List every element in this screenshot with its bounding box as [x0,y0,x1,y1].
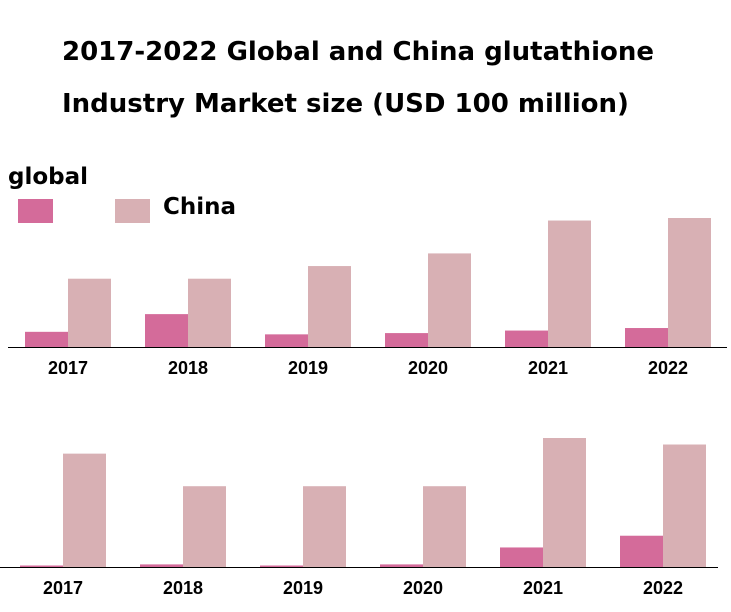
chart-title: 2017-2022 Global and China glutathione I… [62,26,722,130]
bar-china-2019 [308,266,351,347]
bar-global-2020 [380,564,423,567]
bar-china-2017 [68,278,111,347]
bar-global-2018 [145,314,188,347]
legend-china-label: China [163,194,237,220]
x-tick-label: 2021 [528,358,568,378]
bar-china-2021 [548,220,591,347]
bar-global-2020 [385,333,428,347]
x-tick-label: 2019 [288,358,328,378]
bar-china-2022 [668,218,711,347]
bar-global-2021 [500,547,543,567]
x-tick-label: 2021 [523,578,563,598]
title-line-1: 2017-2022 Global and China glutathione [62,37,654,67]
bar-china-2017 [63,453,106,567]
bar-global-2018 [140,564,183,567]
legend-global-swatch [18,199,53,223]
bar-china-2021 [543,438,586,567]
bar-china-2019 [303,486,346,567]
bar-china-2022 [663,444,706,567]
top-bar-chart: 2017 2018 2019 2020 2021 2022 [8,218,727,378]
legend-global-label: global [8,164,89,190]
x-tick-label: 2022 [643,578,683,598]
bar-global-2019 [265,334,308,347]
bar-global-2022 [625,328,668,347]
bar-china-2018 [188,278,231,347]
bar-global-2017 [25,331,68,347]
title-line-2: Industry Market size (USD 100 million) [62,89,629,119]
x-tick-label: 2018 [163,578,203,598]
x-tick-label: 2017 [43,578,83,598]
bar-global-2017 [20,565,63,567]
bar-global-2021 [505,330,548,347]
bar-global-2022 [620,535,663,567]
x-tick-label: 2020 [408,358,448,378]
bar-china-2020 [423,486,466,567]
legend-china-swatch [115,199,150,223]
bottom-bar-chart: 2017 2018 2019 2020 2021 2022 [0,438,718,598]
bar-china-2018 [183,486,226,567]
x-tick-label: 2019 [283,578,323,598]
bar-global-2019 [260,565,303,567]
x-tick-label: 2017 [48,358,88,378]
bar-china-2020 [428,253,471,347]
x-tick-label: 2022 [648,358,688,378]
x-tick-label: 2020 [403,578,443,598]
x-tick-label: 2018 [168,358,208,378]
